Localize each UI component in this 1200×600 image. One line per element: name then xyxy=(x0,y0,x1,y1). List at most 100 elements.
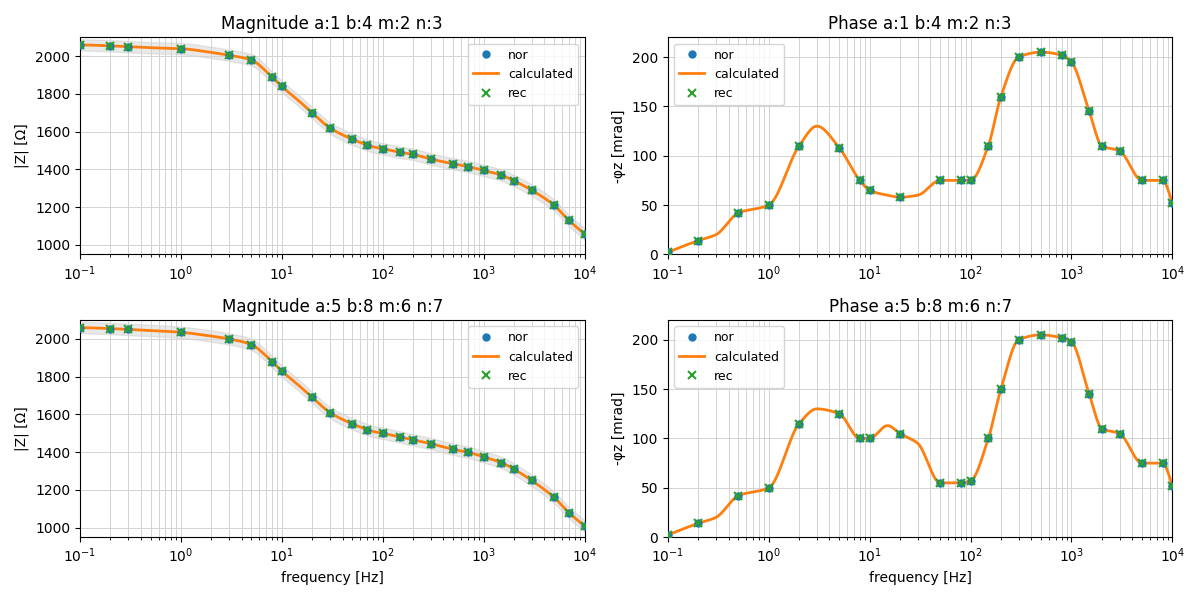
rec xyxy=(1034,49,1049,56)
nor xyxy=(394,433,408,440)
calculated xyxy=(1044,49,1058,56)
rec xyxy=(305,394,319,401)
calculated xyxy=(103,325,118,332)
Line: calculated: calculated xyxy=(668,335,1172,535)
rec xyxy=(577,522,592,529)
nor xyxy=(661,249,676,256)
nor xyxy=(1112,147,1127,154)
nor xyxy=(1034,49,1049,56)
nor xyxy=(954,479,968,487)
calculated xyxy=(366,143,380,151)
Line: rec: rec xyxy=(76,323,589,530)
rec xyxy=(1156,177,1170,184)
rec xyxy=(893,194,907,201)
nor xyxy=(1094,142,1109,149)
rec xyxy=(424,155,438,163)
nor xyxy=(1082,391,1097,398)
Y-axis label: -φz [mrad]: -φz [mrad] xyxy=(612,109,626,182)
rec xyxy=(562,509,576,516)
nor xyxy=(1156,177,1170,184)
nor xyxy=(446,446,461,453)
nor xyxy=(893,194,907,201)
Y-axis label: |Z| [Ω]: |Z| [Ω] xyxy=(14,124,30,168)
calculated xyxy=(661,532,676,539)
nor xyxy=(1135,460,1150,467)
rec xyxy=(982,435,996,442)
nor xyxy=(506,466,521,473)
rec xyxy=(446,446,461,453)
nor xyxy=(1165,199,1180,206)
nor xyxy=(376,145,390,152)
rec xyxy=(792,142,806,149)
rec xyxy=(863,187,877,194)
rec xyxy=(932,177,947,184)
Line: nor: nor xyxy=(77,41,588,237)
nor xyxy=(762,484,776,491)
nor xyxy=(1112,430,1127,437)
nor xyxy=(245,56,259,64)
rec xyxy=(103,325,118,332)
rec xyxy=(1094,142,1109,149)
rec xyxy=(524,477,539,484)
nor xyxy=(964,177,978,184)
rec xyxy=(323,124,337,131)
nor xyxy=(1012,336,1026,343)
nor xyxy=(103,325,118,332)
calculated xyxy=(379,430,394,437)
rec xyxy=(1165,482,1180,490)
rec xyxy=(121,326,136,333)
Title: Magnitude a:5 b:8 m:6 n:7: Magnitude a:5 b:8 m:6 n:7 xyxy=(222,298,443,316)
nor xyxy=(524,187,539,194)
rec xyxy=(577,230,592,237)
Y-axis label: |Z| [Ω]: |Z| [Ω] xyxy=(14,406,30,451)
calculated xyxy=(1044,332,1058,340)
rec xyxy=(1112,430,1127,437)
nor xyxy=(424,155,438,163)
nor xyxy=(1135,177,1150,184)
rec xyxy=(661,532,676,539)
Title: Phase a:5 b:8 m:6 n:7: Phase a:5 b:8 m:6 n:7 xyxy=(828,298,1012,316)
rec xyxy=(275,367,289,374)
Legend: nor, calculated, rec: nor, calculated, rec xyxy=(674,326,784,388)
nor xyxy=(446,160,461,167)
calculated xyxy=(954,177,968,184)
calculated xyxy=(577,522,592,529)
nor xyxy=(424,440,438,447)
nor xyxy=(406,151,420,158)
nor xyxy=(406,436,420,443)
nor xyxy=(982,142,996,149)
Line: calculated: calculated xyxy=(80,45,584,233)
rec xyxy=(1165,199,1180,206)
nor xyxy=(476,454,491,461)
rec xyxy=(424,440,438,447)
nor xyxy=(506,177,521,184)
nor xyxy=(222,52,236,59)
Legend: nor, calculated, rec: nor, calculated, rec xyxy=(468,44,578,105)
nor xyxy=(853,177,868,184)
nor xyxy=(73,41,88,49)
nor xyxy=(691,520,706,527)
nor xyxy=(863,187,877,194)
Line: nor: nor xyxy=(77,324,588,529)
rec xyxy=(731,209,745,217)
nor xyxy=(577,230,592,237)
rec xyxy=(174,329,188,336)
nor xyxy=(323,124,337,131)
calculated xyxy=(395,149,409,156)
nor xyxy=(1055,52,1069,59)
rec xyxy=(494,172,509,179)
nor xyxy=(121,43,136,50)
Line: calculated: calculated xyxy=(80,328,584,526)
nor xyxy=(524,477,539,484)
nor xyxy=(853,435,868,442)
rec xyxy=(446,160,461,167)
rec xyxy=(1055,334,1069,341)
nor xyxy=(265,358,280,365)
rec xyxy=(562,217,576,224)
rec xyxy=(932,479,947,487)
rec xyxy=(245,56,259,64)
rec xyxy=(762,202,776,209)
nor xyxy=(103,42,118,49)
nor xyxy=(832,144,846,151)
rec xyxy=(265,73,280,80)
